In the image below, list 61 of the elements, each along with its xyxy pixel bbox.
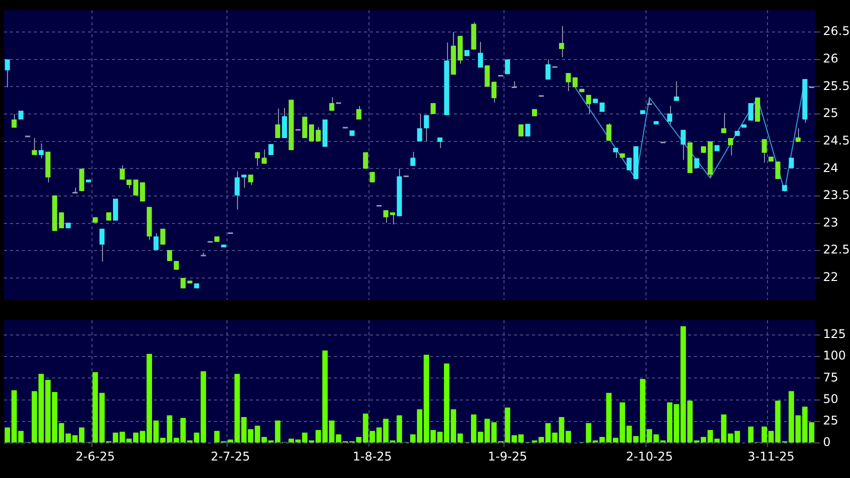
- y-tick-label: 50: [823, 392, 838, 406]
- candlestick: [410, 151, 416, 166]
- y-tick-label: 25: [823, 106, 838, 120]
- candlestick: [282, 108, 288, 139]
- candlestick: [626, 157, 632, 171]
- candlestick: [120, 164, 125, 180]
- candlestick: [646, 97, 652, 105]
- y-tick-label: 24.5: [823, 133, 850, 148]
- y-tick-label: 100: [823, 348, 846, 363]
- candlestick: [586, 94, 592, 115]
- y-tick-label: 22: [823, 270, 838, 284]
- candlestick: [674, 80, 679, 102]
- y-tick-label: 22.5: [823, 242, 850, 257]
- candlestick: [559, 26, 564, 58]
- x-tick-label: 2-6-25: [76, 449, 115, 464]
- candlestick: [721, 112, 726, 134]
- x-tick-label: 2-10-25: [626, 449, 673, 464]
- candlestick: [424, 114, 429, 142]
- candlestick: [99, 228, 105, 262]
- candlestick: [478, 41, 483, 68]
- candlestick: [525, 123, 530, 137]
- candlestick: [518, 124, 524, 137]
- y-tick-label: 26.5: [823, 24, 850, 38]
- candlestick: [512, 80, 517, 88]
- y-tick-label: 25: [823, 414, 838, 428]
- y-tick-label: 23.5: [823, 188, 850, 202]
- candlestick: [12, 114, 17, 128]
- y-tick-label: 125: [823, 327, 846, 342]
- candlestick: [79, 168, 84, 192]
- candlestick: [248, 174, 254, 186]
- candlestick: [4, 58, 10, 88]
- candlestick: [112, 198, 118, 222]
- candlestick: [796, 128, 801, 142]
- y-tick-label: 26: [823, 52, 838, 66]
- x-tick-label: 1-8-25: [352, 449, 392, 464]
- candlestick: [728, 138, 734, 156]
- candlestick: [234, 170, 240, 210]
- y-tick-label: 23: [823, 215, 838, 230]
- x-tick-label: 2-7-25: [210, 449, 250, 464]
- candlestick: [356, 105, 362, 120]
- y-tick-label: 0: [823, 435, 831, 450]
- candlestick: [32, 138, 37, 156]
- candlestick: [775, 161, 780, 180]
- candlestick: [275, 108, 280, 139]
- x-tick-label: 1-9-25: [488, 449, 528, 464]
- candlestick: [606, 122, 612, 142]
- candlestick: [748, 102, 754, 122]
- x-tick-label: 3-11-25: [748, 449, 794, 464]
- y-tick-label: 25.5: [823, 78, 850, 93]
- candlestick: [241, 174, 246, 188]
- candlestick: [38, 143, 44, 159]
- candlestick: [762, 138, 767, 164]
- candlestick: [667, 105, 672, 125]
- candlestick: [437, 137, 442, 148]
- candlestick: [417, 114, 422, 142]
- candlestick: [154, 232, 159, 251]
- candlestick: [329, 96, 334, 112]
- y-tick-label: 75: [823, 370, 838, 384]
- candlestick: [680, 129, 686, 160]
- candlestick: [546, 58, 551, 80]
- y-tick-label: 24: [823, 160, 838, 175]
